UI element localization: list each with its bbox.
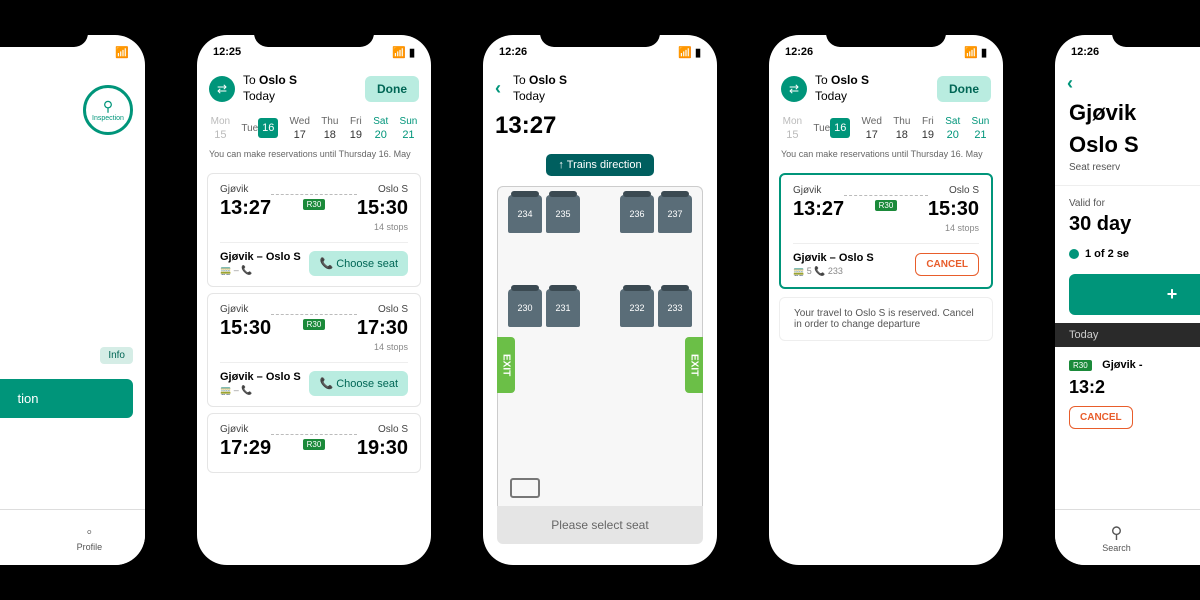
seat-232[interactable]: 232 — [620, 289, 654, 327]
reservation-note: You can make reservations until Thursday… — [769, 147, 1003, 167]
choose-seat-button[interactable]: 📞 Choose seat — [309, 371, 408, 396]
seat-231[interactable]: 231 — [546, 289, 580, 327]
day-tue[interactable]: Tue16 — [813, 116, 850, 141]
tab-profile[interactable]: ◦Profile — [77, 524, 103, 552]
seat-234[interactable]: 234 — [508, 195, 542, 233]
done-button[interactable]: Done — [937, 76, 991, 102]
done-button[interactable]: Done — [365, 76, 419, 102]
day-thu[interactable]: Thu18 — [321, 116, 338, 141]
exit-left: EXIT — [497, 337, 515, 393]
cancel-button[interactable]: CANCEL — [915, 253, 979, 276]
seat-235[interactable]: 235 — [546, 195, 580, 233]
swap-icon[interactable]: ⇄ — [209, 76, 235, 102]
luggage-icon — [510, 478, 540, 498]
title-to: Oslo S — [1055, 126, 1200, 158]
tab-bar: ☆Favorites ◦Profile — [0, 509, 145, 565]
trip-card[interactable]: Gjøvik17:29 R30 Oslo S19:30 — [207, 413, 421, 473]
trip-card[interactable]: Gjøvik13:27 R30 Oslo S15:3014 stops Gjøv… — [207, 173, 421, 287]
title-from: Gjøvik — [1055, 94, 1200, 126]
day-sun[interactable]: Sun21 — [972, 116, 990, 141]
add-button[interactable]: + — [1069, 274, 1200, 315]
inspection-icon[interactable]: ⚲ Inspection — [83, 85, 133, 135]
day-thu[interactable]: Thu18 — [893, 116, 910, 141]
day-fri[interactable]: Fri19 — [922, 116, 934, 141]
day-wed[interactable]: Wed17 — [290, 116, 310, 141]
direction-badge: ↑ Trains direction — [546, 154, 653, 176]
subtitle: Seat reserv — [1055, 158, 1200, 177]
day-picker[interactable]: Mon15 Tue16 Wed17 Thu18 Fri19 Sat20 Sun21 — [197, 112, 431, 147]
info-badge[interactable]: Info — [100, 347, 133, 364]
phone-2: 12:25📶 ▮ ⇄ To Oslo S Today Done Mon15Tue… — [187, 25, 441, 575]
phone-4: 12:26📶 ▮ ⇄ To Oslo S Today Done Mon15Tue… — [759, 25, 1013, 575]
day-fri[interactable]: Fri19 — [350, 116, 362, 141]
day-picker[interactable]: Mon15 Tue16 Wed17 Thu18 Fri19 Sat20 Sun21 — [769, 112, 1003, 147]
day-sat[interactable]: Sat20 — [945, 116, 960, 141]
valid-value: 30 day — [1055, 213, 1200, 242]
day-tue[interactable]: Tue16 — [241, 116, 278, 141]
destination-header: To Oslo S Today — [815, 73, 929, 104]
day-sun[interactable]: Sun21 — [400, 116, 418, 141]
swap-icon[interactable]: ⇄ — [781, 76, 807, 102]
seat-233[interactable]: 233 — [658, 289, 692, 327]
tab-bar: ⚲Search ⇄R__ — [1055, 509, 1200, 565]
reserved-trip-card: Gjøvik13:27 R30 Oslo S15:3014 stops Gjøv… — [779, 173, 993, 289]
choose-seat-button[interactable]: 📞 Choose seat — [309, 251, 408, 276]
trip-card[interactable]: Gjøvik15:30 R30 Oslo S17:3014 stops Gjøv… — [207, 293, 421, 407]
exit-right: EXIT — [685, 337, 703, 393]
seat-236[interactable]: 236 — [620, 195, 654, 233]
phone-5: 12:26 ‹ Gjøvik Oslo S Seat reserv Valid … — [1045, 25, 1200, 575]
seat-237[interactable]: 237 — [658, 195, 692, 233]
day-sat[interactable]: Sat20 — [373, 116, 388, 141]
reservation-note: You can make reservations until Thursday… — [197, 147, 431, 167]
today-header: Today — [1055, 323, 1200, 347]
day-mon[interactable]: Mon15 — [783, 116, 802, 141]
back-button[interactable]: ‹ — [495, 78, 505, 99]
seat-230[interactable]: 230 — [508, 289, 542, 327]
seat-map: 234235 236237 230231 232233 EXIT EXIT — [497, 186, 703, 506]
tab-search[interactable]: ⚲Search — [1102, 523, 1131, 553]
day-wed[interactable]: Wed17 — [862, 116, 882, 141]
valid-label: Valid for — [1055, 194, 1200, 213]
primary-cta[interactable]: tion — [0, 379, 133, 418]
phone-3: 12:26📶 ▮ ‹ To Oslo S Today 13:27 ↑ Train… — [473, 25, 727, 575]
phone-1: 📶 ⚲ Inspection Info tion ☆Favorites ◦Pro… — [0, 25, 155, 575]
select-seat-bar[interactable]: Please select seat — [497, 506, 703, 544]
info-message: Your travel to Oslo S is reserved. Cance… — [779, 297, 993, 341]
destination-header: To Oslo S Today — [243, 73, 357, 104]
cancel-button[interactable]: CANCEL — [1069, 406, 1133, 429]
departure-time: 13:27 — [483, 112, 717, 148]
back-button[interactable]: ‹ — [1067, 73, 1077, 94]
seat-status: 1 of 2 se — [1055, 242, 1200, 266]
day-mon[interactable]: Mon15 — [211, 116, 230, 141]
destination-header: To Oslo S Today — [513, 73, 705, 104]
